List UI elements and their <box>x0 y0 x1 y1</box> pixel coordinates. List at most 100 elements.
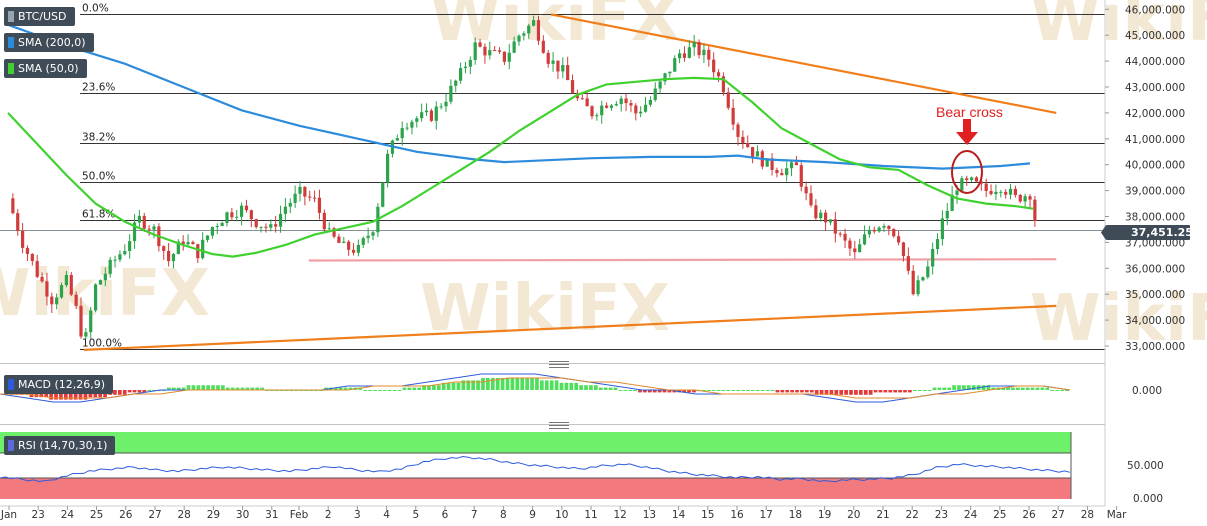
macd-histogram-bar <box>603 387 608 390</box>
macd-histogram-bar <box>333 387 338 390</box>
x-tick-label: 24 <box>61 509 75 521</box>
candle-body <box>940 218 944 240</box>
x-tick-label: 6 <box>442 509 449 521</box>
x-tick-label: 26 <box>119 509 133 521</box>
candle-body <box>191 242 195 245</box>
x-tick-label: 20 <box>847 509 860 521</box>
candle-body <box>439 106 443 108</box>
macd-histogram-bar <box>971 385 976 390</box>
x-tick-label: 5 <box>412 509 419 521</box>
macd-histogram-bar <box>1030 387 1035 390</box>
candle-body <box>726 92 730 108</box>
macd-histogram-bar <box>417 387 422 390</box>
trendline <box>83 304 1057 351</box>
candle-body <box>308 196 312 198</box>
macd-histogram-bar <box>569 382 574 390</box>
candle-body <box>459 68 463 81</box>
macd-histogram-bar <box>927 390 932 391</box>
candle-body <box>721 76 725 93</box>
x-tick-label: 22 <box>906 509 919 521</box>
candle-body <box>410 121 414 128</box>
resize-handle-macd[interactable] <box>549 361 569 368</box>
candle-body <box>999 191 1003 193</box>
x-tick-label: 28 <box>178 509 191 521</box>
x-tick-label: 28 <box>1081 509 1094 521</box>
fib-label: 61.8% <box>82 209 115 221</box>
x-tick-label: Feb <box>290 509 309 521</box>
x-tick-label: 8 <box>500 509 507 521</box>
macd-histogram-bar <box>117 390 122 395</box>
macd-histogram-bar <box>358 387 363 390</box>
candle-body <box>30 253 34 262</box>
rsi-tick-label: 50.000 <box>1127 460 1164 472</box>
candle-body <box>955 190 959 195</box>
macd-tick-label: 0.000 <box>1132 385 1162 397</box>
macd-histogram-bar <box>962 385 966 390</box>
macd-histogram-bar <box>805 390 809 393</box>
candle-body <box>1008 188 1013 195</box>
candle-body <box>858 244 862 253</box>
candle-body <box>921 277 925 281</box>
candle-body <box>35 261 39 277</box>
macd-histogram-bar <box>981 385 986 390</box>
candle-body <box>424 110 429 113</box>
candle-body <box>55 297 59 305</box>
candle-body <box>755 151 760 157</box>
candle-body <box>225 212 229 223</box>
candle-body <box>532 20 536 26</box>
macd-histogram-bar <box>132 390 137 393</box>
candle-body <box>11 198 15 214</box>
candle-body <box>132 222 137 242</box>
macd-histogram-bar <box>167 387 171 390</box>
macd-histogram-bar <box>721 390 726 391</box>
candle-body <box>546 52 550 64</box>
sma200-label-text: SMA (200,0) <box>18 36 86 49</box>
x-tick-label: 16 <box>730 509 744 521</box>
candle-body <box>648 99 652 105</box>
macd-histogram-bar <box>171 387 176 390</box>
candle-body <box>332 228 336 237</box>
candle-body <box>906 256 910 271</box>
candle-body <box>507 52 511 62</box>
macd-histogram-bar <box>903 390 907 393</box>
candle-body <box>751 147 755 157</box>
macd-histogram-bar <box>559 382 564 390</box>
macd-histogram-bar <box>746 390 750 391</box>
candle-body <box>220 222 224 227</box>
macd-panel <box>0 373 1071 403</box>
macd-histogram-bar <box>1001 387 1006 390</box>
candle-body <box>137 215 141 223</box>
candle-body <box>785 168 789 176</box>
candle-body <box>1033 199 1037 221</box>
macd-histogram-bar <box>73 390 78 400</box>
rsi-overbought-band <box>0 432 1071 453</box>
candle-body <box>872 229 876 232</box>
candle-body <box>50 296 54 305</box>
macd-histogram-bar <box>765 390 770 391</box>
resize-handle-rsi[interactable] <box>549 422 569 429</box>
x-tick-label: 4 <box>383 509 390 521</box>
macd-histogram-bar <box>451 382 456 390</box>
candle-body <box>819 212 823 219</box>
candle-body <box>989 190 993 195</box>
candle-body <box>770 158 774 170</box>
price-tick-label: 36,000.000 <box>1125 263 1185 275</box>
candle-body <box>814 205 818 219</box>
price-tick-label: 39,000.000 <box>1125 186 1185 198</box>
candle-body <box>945 210 949 219</box>
macd-histogram-bar <box>564 382 569 390</box>
candle-body <box>619 98 623 105</box>
candle-body <box>264 226 268 228</box>
macd-histogram-bar <box>83 390 88 400</box>
bear-cross-annotation: Bear cross <box>936 104 1003 194</box>
macd-histogram-bar <box>348 387 353 390</box>
candle-body <box>118 254 122 260</box>
price-tick-label: 33,000.000 <box>1125 341 1185 353</box>
candle-body <box>337 236 341 243</box>
candle-body <box>327 228 331 230</box>
candle-body <box>342 241 346 243</box>
candle-body <box>468 59 472 67</box>
macd-histogram-bar <box>59 390 63 400</box>
candle-body <box>313 197 317 199</box>
